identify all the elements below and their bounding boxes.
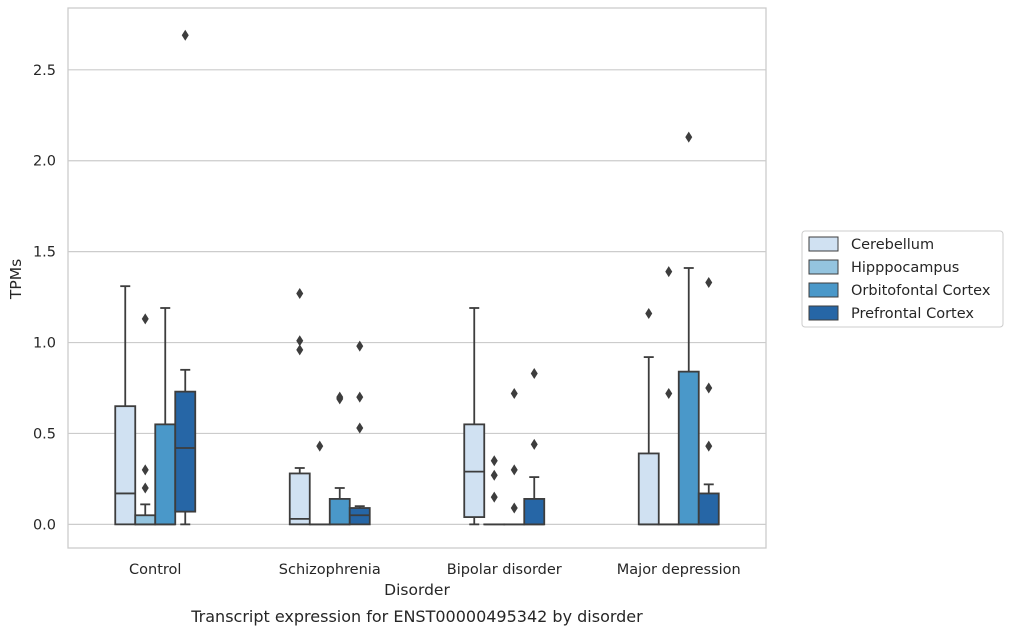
box-iqr xyxy=(174,390,197,513)
box-iqr xyxy=(328,498,351,526)
outlier-point xyxy=(530,438,538,450)
box-iqr xyxy=(697,492,720,526)
box-1-1 xyxy=(308,440,331,526)
legend: Cerebellum Hipppocampus Orbitofontal Corte… xyxy=(801,230,1004,328)
box-iqr xyxy=(637,452,660,526)
outlier-point xyxy=(510,502,518,514)
outlier-point xyxy=(356,391,364,403)
outlier-point xyxy=(316,440,324,452)
x-tick-label: Bipolar disorder xyxy=(447,562,562,578)
y-tick-label: 1.0 xyxy=(33,336,56,352)
legend-swatch xyxy=(808,259,839,275)
outlier-point xyxy=(510,464,518,476)
chart-caption: Transcript expression for ENST0000049534… xyxy=(190,607,643,626)
y-tick-label: 2.0 xyxy=(33,154,56,170)
x-axis-label: Disorder xyxy=(384,581,450,599)
y-tick-label: 2.5 xyxy=(33,63,56,79)
box-2-0 xyxy=(463,307,486,526)
y-tick-label: 0.5 xyxy=(33,426,56,442)
outlier-point xyxy=(296,287,304,299)
legend-label: Orbitofontal Cortex xyxy=(851,283,991,299)
box-0-2 xyxy=(154,307,177,526)
outlier-point xyxy=(336,391,344,403)
box-1-0 xyxy=(288,287,311,526)
box-0-0 xyxy=(114,285,137,526)
box-2-1 xyxy=(483,455,506,526)
x-tick-labels: Control Schizophrenia Bipolar disorder Majo… xyxy=(129,562,741,578)
legend-swatch xyxy=(808,282,839,298)
outlier-point xyxy=(705,277,713,289)
legend-label: Prefrontal Cortex xyxy=(851,306,974,322)
outlier-point xyxy=(141,313,149,325)
outlier-point xyxy=(665,387,673,399)
box-iqr xyxy=(523,498,546,526)
outlier-point xyxy=(490,491,498,503)
outlier-point xyxy=(296,335,304,347)
box-3-2 xyxy=(677,131,700,526)
outlier-point xyxy=(685,131,693,143)
outlier-point xyxy=(705,440,713,452)
outlier-point xyxy=(665,266,673,278)
box-1-3 xyxy=(348,340,371,526)
box-3-1 xyxy=(657,266,680,526)
outlier-point xyxy=(356,422,364,434)
outlier-point xyxy=(510,387,518,399)
x-tick-label: Control xyxy=(129,562,181,578)
box-2-3 xyxy=(523,367,546,526)
box-iqr xyxy=(348,507,371,526)
plot-frame xyxy=(67,7,767,549)
box-iqr xyxy=(677,370,700,526)
box-iqr xyxy=(288,472,311,526)
legend-swatch xyxy=(808,305,839,321)
outlier-point xyxy=(490,469,498,481)
outlier-point xyxy=(705,382,713,394)
box-iqr xyxy=(114,405,137,526)
box-iqr xyxy=(463,423,486,518)
x-tick-label: Major depression xyxy=(617,562,741,578)
y-tick-label: 0.0 xyxy=(33,517,56,533)
box-0-1 xyxy=(134,313,157,526)
outlier-point xyxy=(645,307,653,319)
outlier-point xyxy=(141,464,149,476)
legend-swatch xyxy=(808,236,839,252)
boxes-layer xyxy=(114,29,720,526)
box-iqr xyxy=(154,423,177,526)
legend-label: Hipppocampus xyxy=(851,260,959,276)
box-iqr xyxy=(134,514,157,526)
outlier-point xyxy=(141,482,149,494)
y-axis-label: TPMs xyxy=(7,259,25,300)
outlier-point xyxy=(490,455,498,467)
box-3-3 xyxy=(697,277,720,526)
outlier-point xyxy=(530,367,538,379)
box-3-0 xyxy=(637,307,660,526)
y-tick-labels: 0.0 0.5 1.0 1.5 2.0 2.5 xyxy=(33,63,56,534)
x-tick-label: Schizophrenia xyxy=(279,562,381,578)
outlier-point xyxy=(356,340,364,352)
legend-frame xyxy=(801,230,1004,328)
box-0-3 xyxy=(174,29,197,526)
box-1-2 xyxy=(328,391,351,526)
legend-label: Cerebellum xyxy=(851,237,934,253)
outlier-point xyxy=(181,29,189,41)
box-2-2 xyxy=(503,387,526,526)
outlier-point xyxy=(296,344,304,356)
y-tick-label: 1.5 xyxy=(33,245,56,261)
